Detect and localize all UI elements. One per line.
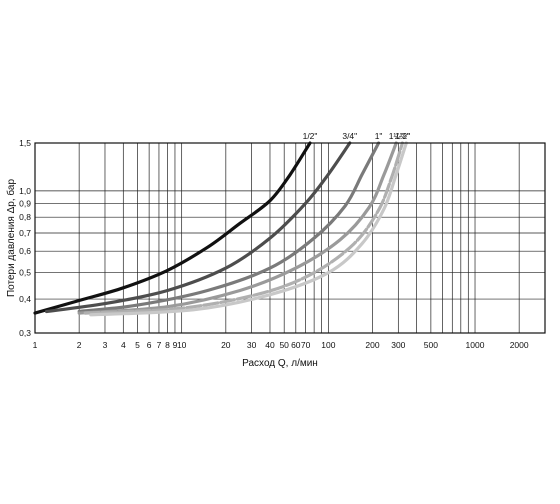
x-tick-label: 10 [177, 340, 187, 350]
x-tick-label: 9 [173, 340, 178, 350]
series-label: 1¼" [389, 131, 404, 141]
x-tick-label: 7 [157, 340, 162, 350]
y-tick-label: 0,3 [19, 328, 31, 338]
series-layer [33, 141, 408, 317]
y-tick-label: 0,5 [19, 268, 31, 278]
y-tick-label: 1,5 [19, 138, 31, 148]
series-label: 3/4" [342, 131, 357, 141]
y-tick-label: 0,4 [19, 294, 31, 304]
x-tick-label: 30 [247, 340, 257, 350]
x-tick-label: 20 [221, 340, 231, 350]
series-label: 2" [402, 131, 410, 141]
series-line [83, 141, 404, 315]
x-tick-label: 1000 [466, 340, 485, 350]
y-tick-label: 1,0 [19, 186, 31, 196]
y-tick-label: 0,8 [19, 212, 31, 222]
y-tick-label: 0,9 [19, 198, 31, 208]
series-label: 1/2" [303, 131, 318, 141]
y-axis-label: Потери давления Δp, бар [5, 179, 17, 298]
x-tick-label: 300 [391, 340, 405, 350]
x-tick-label: 60 [291, 340, 301, 350]
series-line [89, 141, 408, 317]
x-tick-label: 2 [77, 340, 82, 350]
series-line [77, 141, 398, 315]
x-tick-label: 40 [265, 340, 275, 350]
x-tick-label: 2000 [510, 340, 529, 350]
series-line [33, 141, 312, 315]
series-line [77, 141, 381, 314]
x-tick-label: 100 [321, 340, 335, 350]
x-axis-label: Расход Q, л/мин [242, 358, 318, 369]
tick-label-layer: 1 2 3 4 5 6 7 8 9 10 20 30 40 50 60 70 100 200 300 500 1000 2… [19, 138, 529, 350]
x-tick-label: 8 [165, 340, 170, 350]
x-tick-label: 4 [121, 340, 126, 350]
x-tick-label: 200 [365, 340, 379, 350]
plot-frame [34, 142, 546, 334]
y-tick-label: 0,7 [19, 228, 31, 238]
x-tick-label: 50 [279, 340, 289, 350]
series-line [45, 141, 352, 314]
x-tick-label: 1 [33, 340, 38, 350]
x-tick-label: 70 [301, 340, 311, 350]
x-tick-label: 6 [147, 340, 152, 350]
x-tick-label: 3 [103, 340, 108, 350]
series-label-layer: 1/2" 3/4" 1" 1¼"1½"2" [303, 131, 411, 141]
grid-layer [35, 143, 545, 333]
x-tick-label: 5 [135, 340, 140, 350]
x-tick-label: 500 [424, 340, 438, 350]
y-tick-label: 0,6 [19, 246, 31, 256]
series-label: 1" [375, 131, 383, 141]
series-label: 1½" [395, 131, 410, 141]
